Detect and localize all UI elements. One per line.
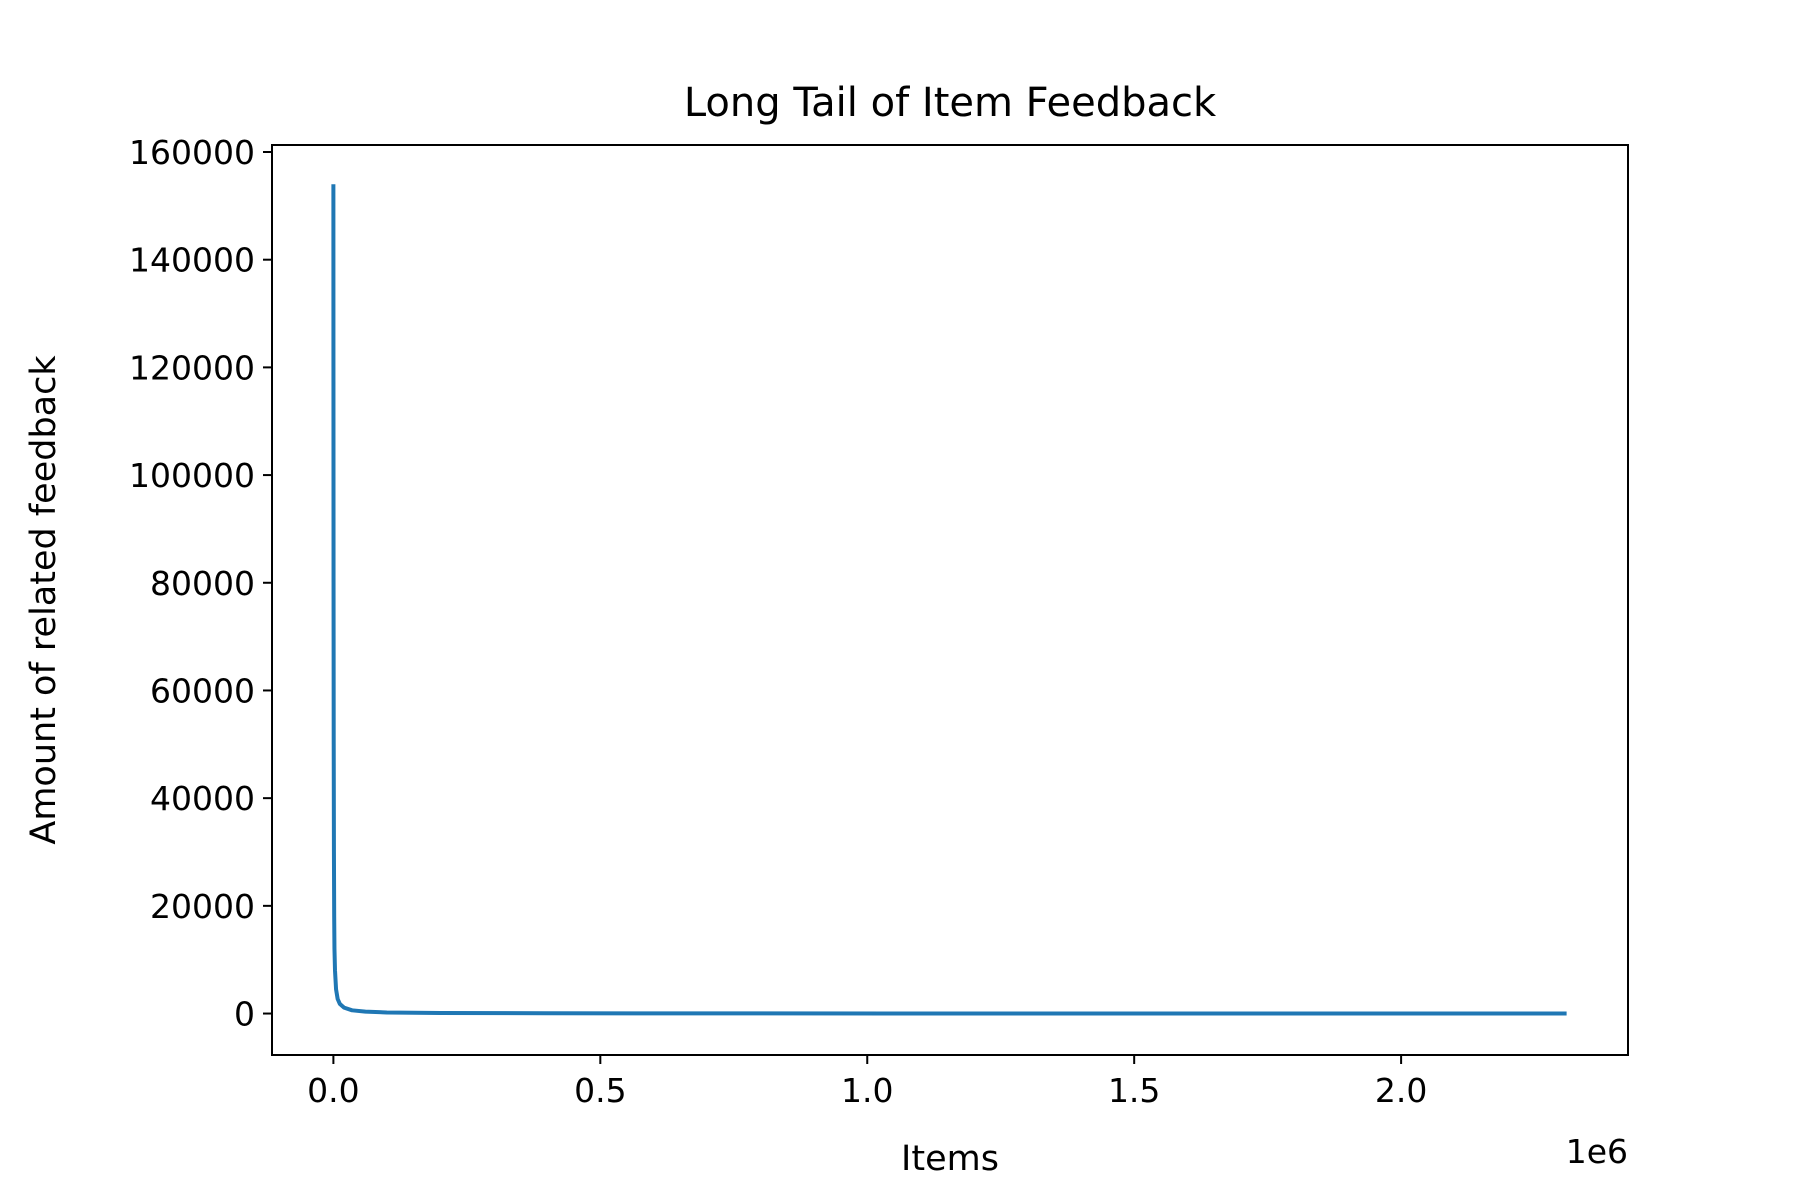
- y-axis-label: Amount of related feedback: [24, 355, 64, 845]
- x-tick-label: 0.5: [574, 1071, 626, 1110]
- y-tick-label: 120000: [129, 348, 255, 387]
- x-axis-offset-label: 1e6: [1566, 1132, 1628, 1171]
- plot-frame: [271, 144, 1629, 1056]
- y-tick-label: 80000: [150, 564, 255, 603]
- x-axis: 0.0 0.5 1.0 1.5 2.0: [307, 1055, 1427, 1110]
- x-tick-label: 0.0: [307, 1071, 359, 1110]
- x-tick-label: 1.0: [841, 1071, 893, 1110]
- series-line: [331, 184, 1567, 1016]
- x-tick-label: 1.5: [1108, 1071, 1160, 1110]
- y-tick-label: 140000: [129, 241, 255, 280]
- y-tick-label: 160000: [129, 133, 255, 172]
- x-axis-label: Items: [901, 1139, 999, 1179]
- series-layer: [331, 184, 1567, 1016]
- y-tick-label: 0: [234, 995, 255, 1034]
- chart-title: Long Tail of Item Feedback: [684, 80, 1217, 126]
- y-tick-label: 20000: [150, 887, 255, 926]
- y-tick-label: 40000: [150, 779, 255, 818]
- y-axis: 0 20000 40000 60000 80000 100000 120000 140000 1…: [129, 133, 272, 1034]
- plot-area: [271, 144, 1629, 1056]
- y-tick-label: 60000: [150, 671, 255, 710]
- x-tick-label: 2.0: [1375, 1071, 1427, 1110]
- y-tick-label: 100000: [129, 456, 255, 495]
